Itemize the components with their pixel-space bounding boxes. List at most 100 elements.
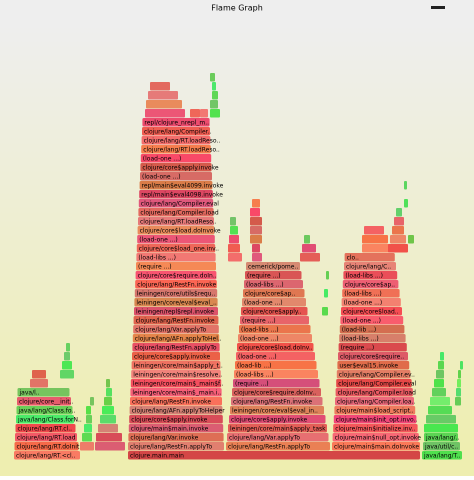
frame [212, 91, 218, 100]
frame [430, 397, 450, 406]
frame [339, 325, 405, 334]
frame [438, 361, 444, 370]
frame [128, 451, 420, 460]
frame [244, 280, 303, 289]
frame [136, 262, 216, 271]
frame [338, 352, 408, 361]
frame-label: clojure/lang/AFn.applyToHel.. [135, 335, 222, 342]
frame-label: (load-libs ...) [344, 290, 382, 297]
frame [140, 172, 212, 181]
frame-label: user$eval15.invoke [339, 362, 398, 369]
frame [90, 397, 94, 406]
frame [16, 415, 74, 424]
frame-label: leiningen/core/main$apply_t.. [134, 362, 223, 369]
frame [230, 226, 238, 235]
frame [250, 208, 260, 217]
frame [16, 406, 73, 415]
frame [190, 109, 200, 118]
frame [234, 370, 318, 379]
frame [140, 163, 212, 172]
frame [210, 100, 218, 109]
frame [227, 433, 329, 442]
frame-label: clojure.main.main [130, 452, 184, 459]
frame-label: clojure/lang/RestFn.invoke [132, 398, 211, 405]
frame [334, 406, 416, 415]
frame-label: repl/clojure_nrepl_m.. [144, 119, 209, 126]
frame [304, 235, 310, 244]
frame [339, 334, 406, 343]
frame-label: clojure/core$load.doInv.. [239, 344, 313, 351]
frame [408, 235, 414, 244]
frame [128, 424, 224, 433]
search-indicator[interactable] [431, 6, 445, 9]
frame [148, 91, 178, 100]
frame [138, 217, 214, 226]
frame [132, 343, 220, 352]
frame [145, 109, 185, 118]
frame [141, 136, 211, 145]
frame [30, 379, 48, 388]
frame [344, 253, 395, 262]
frame-label: clojure/core__init.. [19, 398, 74, 405]
frame [98, 424, 118, 433]
frame [17, 397, 71, 406]
frame [436, 370, 444, 379]
frame [240, 316, 309, 325]
frame-label: clojure/core$ap.. [345, 281, 395, 288]
frame [138, 199, 214, 208]
frame-label: clojure/lang/RestFn.invoke [233, 398, 312, 405]
frame [95, 442, 125, 451]
frame-label: clo.. [347, 254, 359, 261]
frame-label: clojure/lang/C.. [346, 263, 391, 270]
frame [252, 253, 262, 262]
frame-label: (load-one ...) [244, 299, 283, 306]
title: Flame Graph [211, 4, 263, 13]
frame [137, 235, 215, 244]
frame [129, 415, 223, 424]
frame [250, 226, 262, 235]
frame-label: clojure/core$require.doIn.. [138, 272, 217, 279]
frame [364, 226, 384, 235]
frame-label: java/l.. [19, 389, 40, 396]
frame-label: java/util/c.. [424, 443, 458, 450]
frame [100, 415, 116, 424]
frame [362, 235, 388, 244]
frame-label: clojure/lang/RT.cl.. [18, 425, 73, 432]
frame [341, 298, 401, 307]
frame-label: (load-libs ...) [246, 281, 284, 288]
frame [342, 280, 399, 289]
frame-label: clojure/lang/Var.applyTo [229, 434, 300, 441]
frame [392, 226, 404, 235]
frame [457, 379, 461, 388]
frame [342, 289, 400, 298]
frame-label: (load-libs ...) [236, 371, 274, 378]
frame [14, 442, 79, 451]
frame [422, 451, 462, 460]
frame [226, 442, 330, 451]
frame [139, 190, 213, 199]
frame-label: (load-lib ...) [237, 362, 271, 369]
frame [335, 397, 414, 406]
frame [80, 442, 94, 451]
frame [138, 208, 214, 217]
frame-label: clojure/main$main.doInvoke [334, 443, 419, 450]
frame [333, 424, 418, 433]
frame [302, 244, 316, 253]
frame-label: leiningen/core/utils$requ.. [137, 290, 216, 297]
frame-label: clojure/lang/AFn.applyToHelper [132, 407, 226, 414]
frame-label: clojure/main$load_script.. [336, 407, 413, 414]
frame [15, 433, 77, 442]
frame [82, 433, 92, 442]
frame [135, 271, 217, 280]
frame-label: (load-libs ...) [241, 326, 279, 333]
frame [96, 433, 122, 442]
frame-label: clojure/core$apply.. [243, 308, 302, 315]
frame [245, 271, 302, 280]
frame [326, 271, 329, 280]
frame-label: (load-one ...) [142, 173, 181, 180]
frame [14, 451, 80, 460]
frame [136, 253, 216, 262]
frame-label: leiningen/core/eval$eval_.. [136, 299, 217, 306]
frame [231, 397, 323, 406]
frame-label: repl/main$eval4098.invoke [141, 191, 223, 198]
